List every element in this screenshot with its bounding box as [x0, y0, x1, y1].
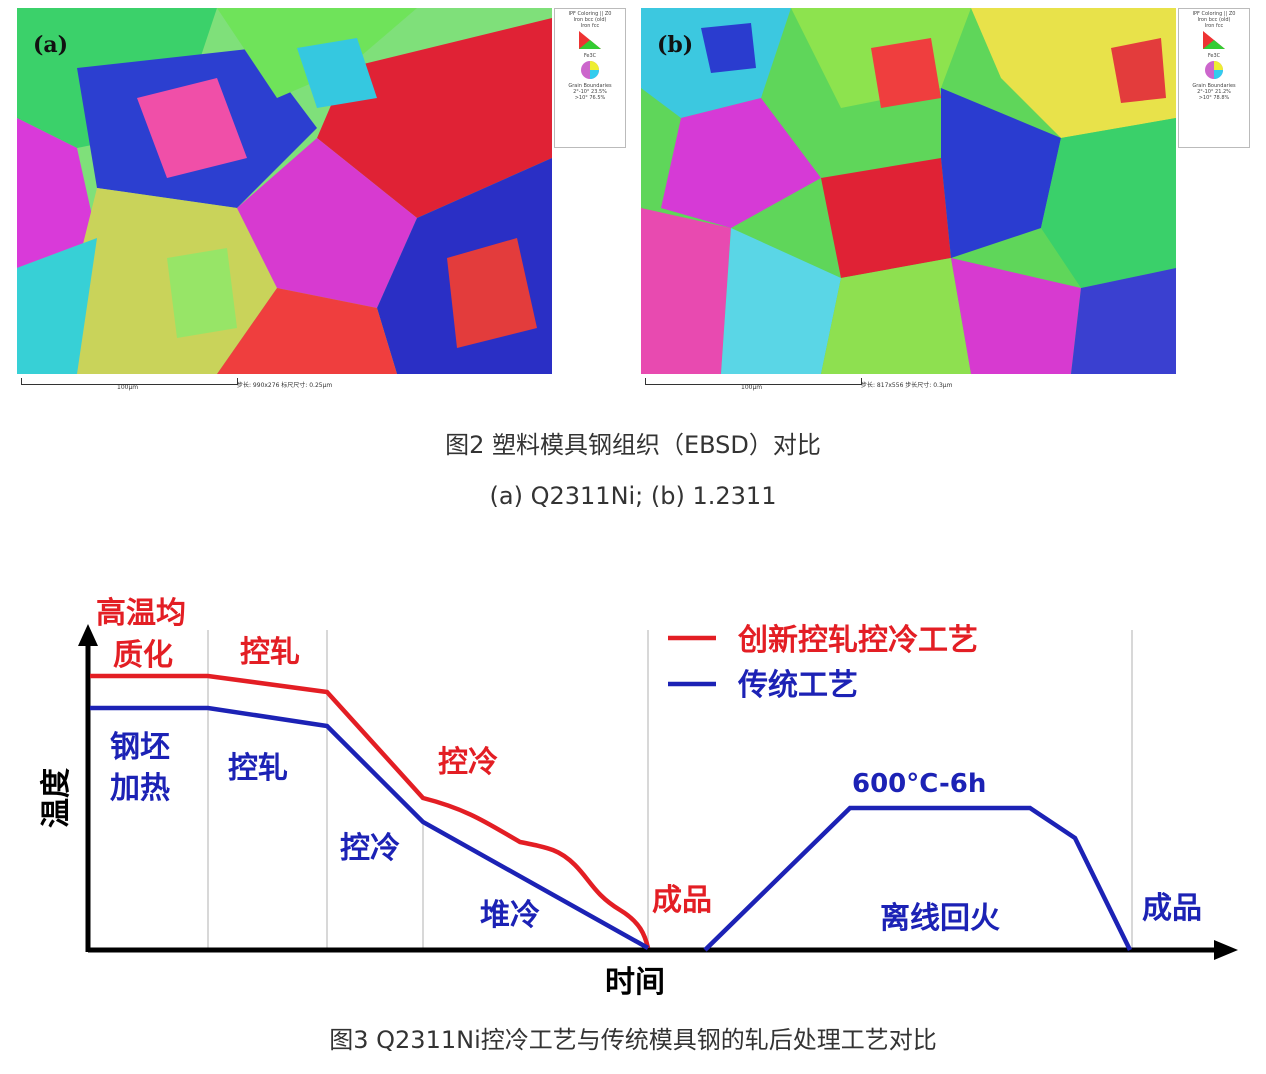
red-stage1-label-line2: 质化 [113, 638, 173, 673]
figure2-subcaption: (a) Q2311Ni; (b) 1.2311 [489, 482, 777, 510]
red-stage2-label: 控轧 [240, 635, 300, 670]
y-axis-label: 温度 [39, 768, 74, 828]
legend-line: Iron fcc [1204, 23, 1224, 29]
ipf-triangle-icon [579, 31, 601, 49]
legend-line: Iron bcc (old) [573, 17, 607, 23]
map-info: 步长: 817x556 步长尺寸: 0.3μm [861, 382, 953, 389]
ebsd-panel-a: (a) IPF Coloring || Z0 Iron bcc (old) Ir… [17, 8, 629, 391]
red-stage3-label: 控冷 [438, 745, 498, 780]
y-axis-arrow-icon [78, 624, 98, 646]
ebsd-legend-a: IPF Coloring || Z0 Iron bcc (old) Iron f… [554, 8, 626, 148]
figure3-caption: 图3 Q2311Ni控冷工艺与传统模具钢的轧后处理工艺对比 [329, 1026, 937, 1054]
ipf-triangle-icon [1203, 31, 1225, 49]
ebsd-footer-a: 100μm 步长: 990x276 标尺尺寸: 0.25μm [17, 374, 629, 391]
legend-line: 2°-10° 21.2% [1197, 89, 1231, 95]
process-chart: 创新控轧控冷工艺 传统工艺 高温均 质化 控轧 控冷 成品 钢坯 加热 控轧 控… [39, 596, 1238, 1000]
ebsd-map-a-image [17, 8, 552, 374]
x-axis-label: 时间 [605, 965, 665, 1000]
legend-line: IPF Coloring || Z0 [1192, 11, 1236, 17]
blue-stage3-label: 控冷 [340, 831, 400, 866]
figure2-caption: 图2 塑料模具钢组织（EBSD）对比 [445, 431, 821, 459]
x-axis-arrow-icon [1214, 940, 1238, 960]
scale-label: 100μm [117, 384, 139, 391]
ebsd-map-b [641, 8, 1176, 374]
legend-line: Fe3C [583, 53, 597, 59]
legend-line: Grain Boundaries [568, 83, 612, 89]
legend-line: 2°-10° 23.5% [573, 89, 607, 95]
temper-condition-label: 600°C-6h [852, 769, 986, 799]
ipf-triangle-icon [581, 61, 599, 79]
tempering-label: 离线回火 [880, 901, 1000, 936]
legend-line: Iron bcc (old) [1197, 17, 1231, 23]
ebsd-legend-b: IPF Coloring || Z0 Iron bcc (old) Iron f… [1178, 8, 1250, 148]
map-info: 步长: 990x276 标尺尺寸: 0.25μm [237, 382, 333, 389]
ebsd-panel-b: (b) IPF Coloring || Z0 Iron bcc (old) Ir… [641, 8, 1253, 391]
scale-bar [645, 378, 862, 385]
red-process-curve [90, 673, 651, 949]
blue-stage2-label: 控轧 [228, 751, 288, 786]
red-stage1-label-line1: 高温均 [96, 596, 186, 631]
legend-red-label: 创新控轧控冷工艺 [737, 623, 978, 658]
legend-blue-label: 传统工艺 [737, 668, 858, 703]
product2-label: 成品 [1142, 891, 1202, 926]
panel-label-b: (b) [657, 32, 694, 58]
ipf-triangle-icon [1205, 61, 1223, 79]
scale-label: 100μm [741, 384, 763, 391]
blue-process-curve [90, 705, 650, 950]
ebsd-map-a [17, 8, 552, 374]
legend-line: IPF Coloring || Z0 [568, 11, 612, 17]
legend-line: Grain Boundaries [1192, 83, 1236, 89]
panel-label-a: (a) [33, 32, 69, 58]
ebsd-map-b-image [641, 8, 1176, 374]
blue-stage4-label: 堆冷 [480, 898, 540, 933]
scale-bar [21, 378, 238, 385]
tempering-curve [703, 805, 1133, 952]
blue-stage1-label-line1: 钢坯 [110, 730, 170, 765]
legend-line: Iron fcc [580, 23, 600, 29]
ebsd-footer-b: 100μm 步长: 817x556 步长尺寸: 0.3μm [641, 374, 1253, 391]
blue-stage1-label-line2: 加热 [110, 771, 170, 806]
product1-label: 成品 [652, 883, 712, 918]
legend-line: Fe3C [1207, 53, 1221, 59]
legend-line: >10° 78.8% [1198, 95, 1230, 101]
legend-line: >10° 76.5% [574, 95, 606, 101]
